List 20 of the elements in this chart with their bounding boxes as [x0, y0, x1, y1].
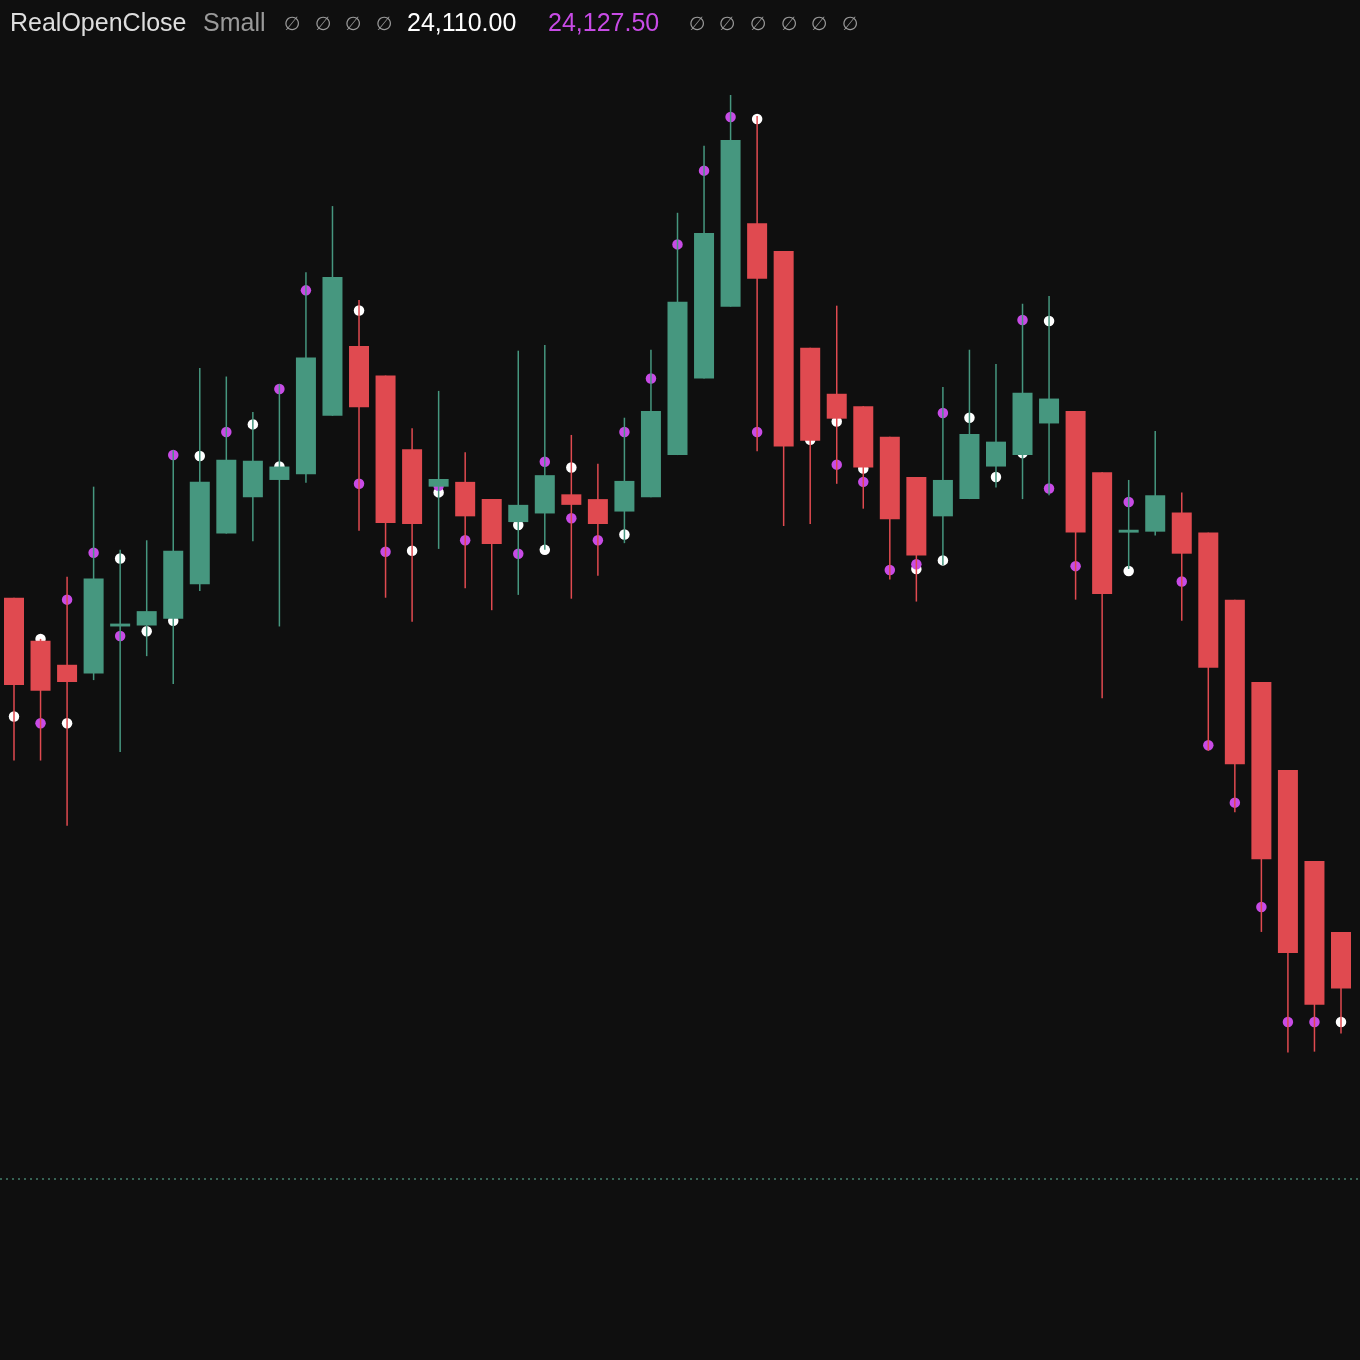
candlestick — [561, 434, 582, 600]
candlestick — [57, 575, 78, 827]
text: ∅ — [375, 12, 393, 34]
text: ∅ — [718, 12, 736, 34]
text: ∅ — [688, 12, 706, 34]
text: ∅ — [749, 12, 767, 34]
text: ∅ — [314, 12, 332, 34]
text: ∅ — [344, 12, 362, 34]
candlestick — [428, 390, 449, 550]
candlestick — [508, 349, 529, 596]
candlestick — [136, 539, 157, 657]
chart-title: RealOpenClose — [10, 8, 187, 36]
text: ∅ — [780, 12, 798, 34]
text: ∅ — [810, 12, 828, 34]
text: 24,110.00 — [407, 8, 517, 36]
text: ∅ — [283, 12, 301, 34]
chart-subtitle: Small — [203, 8, 266, 36]
point — [1123, 565, 1134, 577]
text: ∅ — [841, 12, 859, 34]
text: 24,127.50 — [548, 8, 660, 36]
